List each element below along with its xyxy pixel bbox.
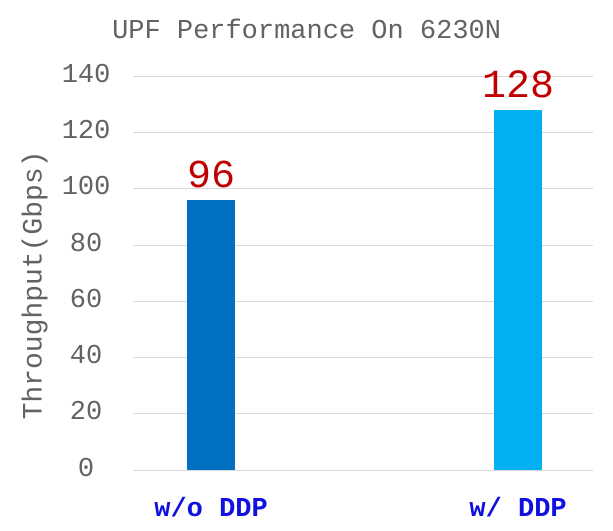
y-tick-label: 60: [69, 286, 103, 316]
y-tick-label: 20: [69, 398, 103, 428]
y-tick-label: 140: [61, 61, 111, 91]
gridline: [133, 301, 593, 302]
bar-value-label: 96: [186, 155, 235, 200]
x-category-label: w/ DDP: [469, 495, 567, 525]
y-tick-label: 40: [69, 342, 103, 372]
bar-w-ddp: [494, 110, 542, 470]
bar-value-label: 128: [481, 65, 554, 110]
y-tick-label: 120: [61, 117, 111, 147]
gridline: [133, 132, 593, 133]
gridline: [133, 188, 593, 189]
gridline: [133, 470, 593, 471]
bar-w-o-ddp: [187, 200, 235, 470]
chart-title: UPF Performance On 6230N: [112, 17, 501, 47]
y-tick-label: 80: [69, 230, 103, 260]
gridline: [133, 245, 593, 246]
gridline: [133, 357, 593, 358]
gridline: [133, 413, 593, 414]
x-category-label: w/o DDP: [154, 495, 268, 525]
gridline: [133, 76, 593, 77]
y-tick-label: 0: [77, 455, 95, 485]
y-tick-label: 100: [61, 173, 111, 203]
